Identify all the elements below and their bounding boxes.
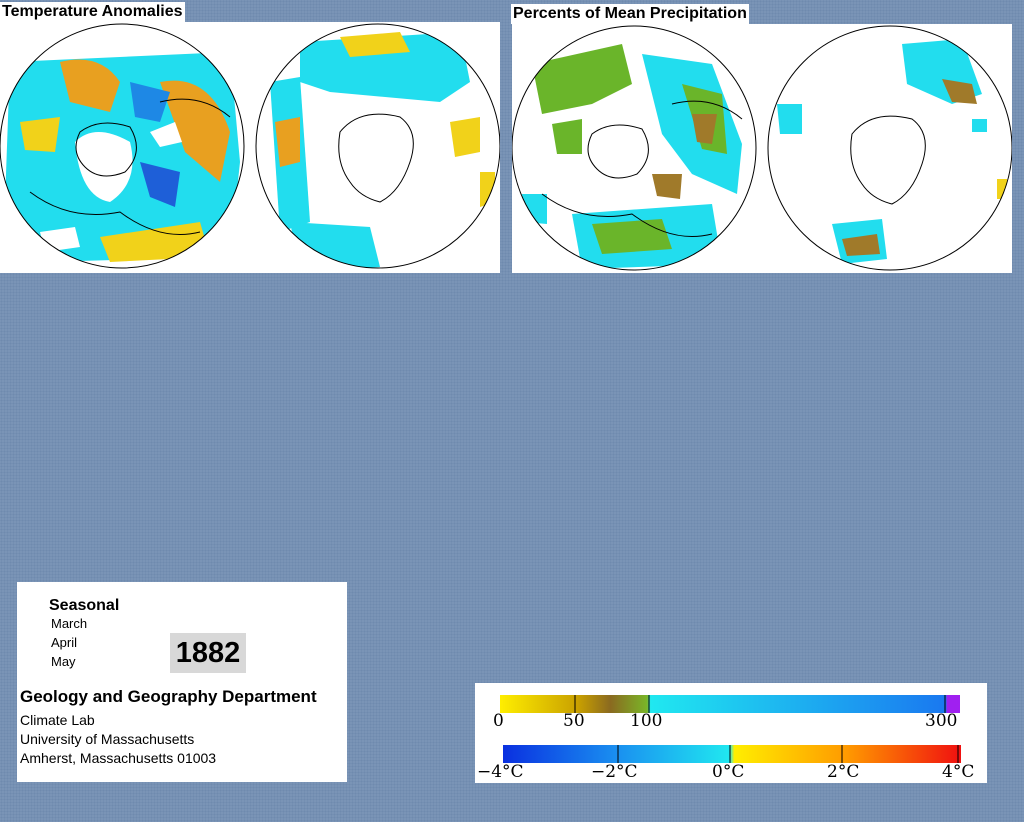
temperature-hemispheres	[0, 23, 500, 269]
temperature-north-hemisphere	[0, 24, 244, 268]
temp-tick-label: 2°C	[827, 762, 860, 782]
legend-bars	[500, 695, 961, 763]
temperature-colorbar	[503, 745, 961, 763]
info-box: Seasonal March April May 1882 Geology an…	[17, 582, 347, 782]
university-name: University of Massachusetts	[20, 731, 195, 747]
precipitation-panel-title: Percents of Mean Precipitation	[511, 4, 749, 24]
month-label: May	[51, 654, 76, 669]
precip-tick-label: 0	[493, 711, 504, 731]
precip-tick-label: 300	[925, 711, 958, 731]
color-legend: 0 50 100 300 −4°C −2°C 0°C 2°C 4°C	[475, 683, 987, 783]
precipitation-hemispheres	[512, 25, 1012, 271]
lab-name: Climate Lab	[20, 712, 95, 728]
temp-tick-label: −2°C	[591, 762, 638, 782]
month-label: April	[51, 635, 78, 650]
department-name: Geology and Geography Department	[20, 687, 317, 706]
temperature-panel-title: Temperature Anomalies	[0, 2, 185, 22]
precipitation-north-hemisphere	[512, 26, 756, 270]
year-label: 1882	[170, 633, 246, 673]
temperature-map-panel	[0, 22, 500, 273]
period-type: Seasonal	[49, 597, 120, 614]
temp-tick-label: −4°C	[477, 762, 524, 782]
precipitation-south-hemisphere	[768, 26, 1012, 270]
address: Amherst, Massachusetts 01003	[20, 750, 217, 766]
precipitation-map-panel	[512, 24, 1012, 273]
temp-tick-label: 4°C	[942, 762, 975, 782]
temperature-south-hemisphere	[256, 24, 500, 268]
precipitation-colorbar	[500, 695, 960, 713]
temp-tick-label: 0°C	[712, 762, 745, 782]
month-label: March	[51, 616, 88, 631]
precip-tick-label: 50	[563, 711, 585, 731]
precip-tick-label: 100	[630, 711, 663, 731]
